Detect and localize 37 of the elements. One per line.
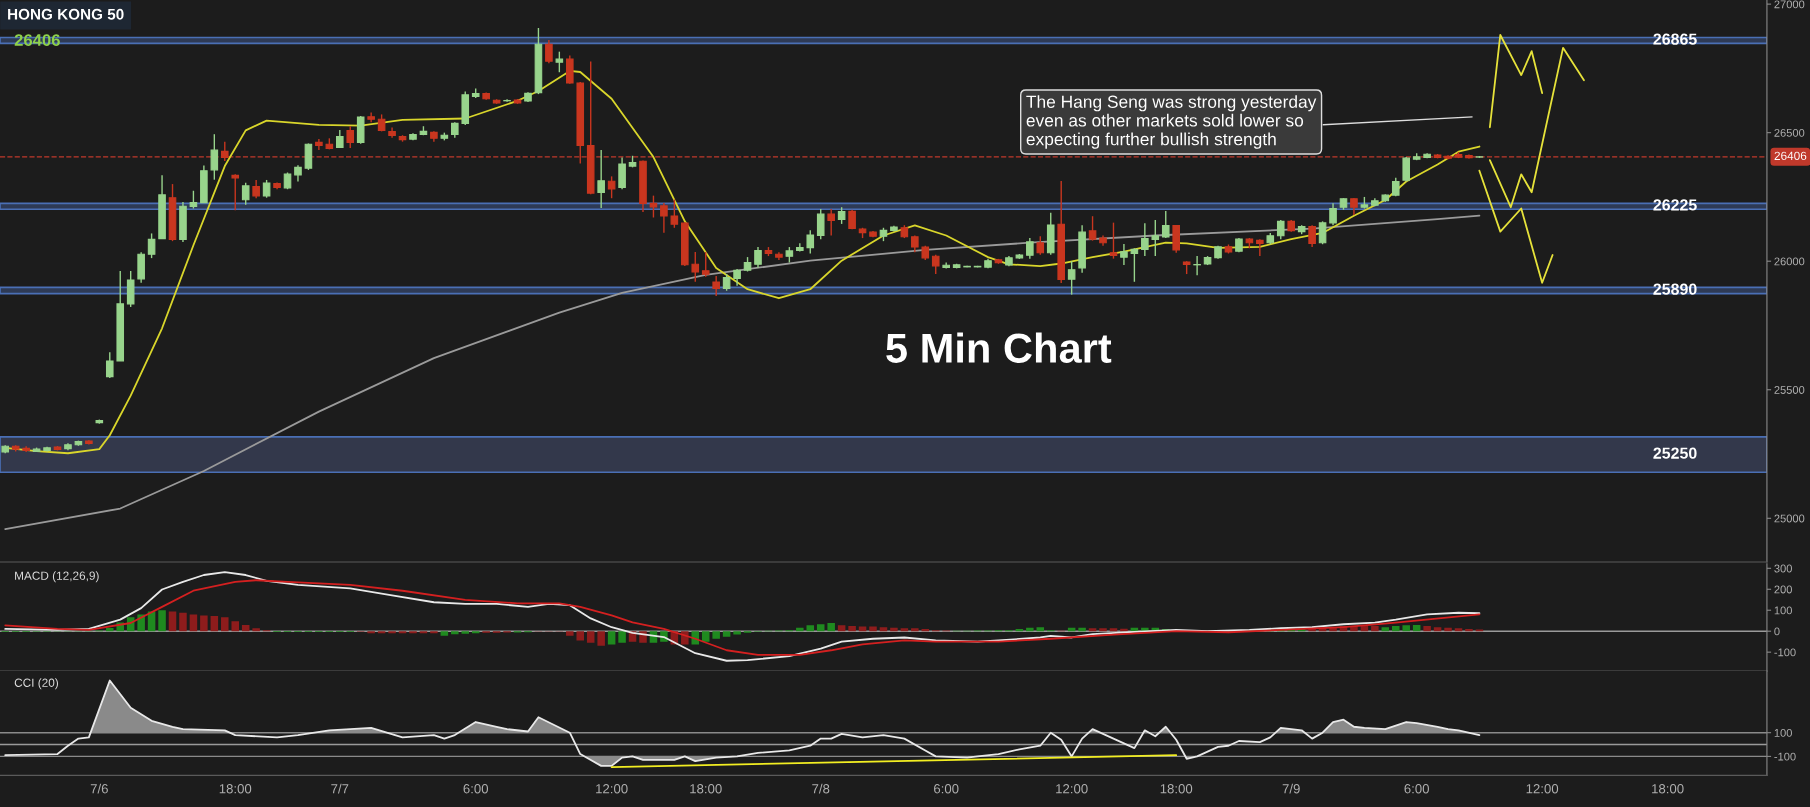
band-label: 26225 (1653, 199, 1697, 211)
y-tick-label: 27000 (1774, 0, 1805, 9)
y-tick-label: 300 (1774, 564, 1792, 573)
x-tick-label: 12:00 (1526, 784, 1559, 794)
text: MACD (12,26,9) (15, 571, 99, 583)
y-tick-label: 100 (1774, 728, 1792, 737)
annotation: The Hang Seng was strong yesterday even as other markets sold lower so expecting further bullish strength (1026, 95, 1317, 149)
y-tick-label: 100 (1774, 606, 1792, 615)
chart-title: HONG KONG 50 (8, 8, 124, 20)
x-tick-label: 18:00 (690, 784, 722, 794)
x-tick-label: 7/8 (812, 783, 830, 794)
y-tick-label: -100 (1774, 648, 1796, 657)
y-tick-label: -100 (1774, 752, 1796, 761)
x-tick-label: 7/9 (1282, 783, 1300, 794)
x-tick-label: 7/6 (90, 783, 108, 794)
text: CCI (20) (14, 678, 59, 690)
y-tick-label: 25000 (1774, 514, 1805, 523)
y-tick-label: 26000 (1774, 257, 1805, 266)
band-label: 25250 (1653, 447, 1697, 459)
x-tick-label: 18:00 (219, 784, 252, 794)
x-tick-label: 7/7 (331, 783, 349, 794)
y-tick-label: 200 (1774, 585, 1792, 594)
x-tick-label: 18:00 (1160, 784, 1193, 794)
text: 26406 (14, 34, 60, 46)
y-tick-label: 25500 (1774, 386, 1805, 394)
y-tick-label: 26500 (1774, 128, 1805, 137)
x-tick-label: 6:00 (934, 784, 959, 794)
x-tick-label: 6:00 (463, 784, 489, 794)
ref-line-label: 26406 (1774, 151, 1807, 160)
x-tick-label: 12:00 (1056, 784, 1088, 794)
band-label: 25890 (1653, 283, 1697, 295)
band-label: 26865 (1653, 33, 1697, 45)
y-tick-label: 0 (1774, 627, 1780, 636)
x-tick-label: 18:00 (1652, 784, 1684, 794)
x-tick-label: 6:00 (1404, 784, 1429, 794)
x-tick-label: 12:00 (596, 784, 628, 794)
annotation: 5 Min Chart (886, 332, 1112, 363)
